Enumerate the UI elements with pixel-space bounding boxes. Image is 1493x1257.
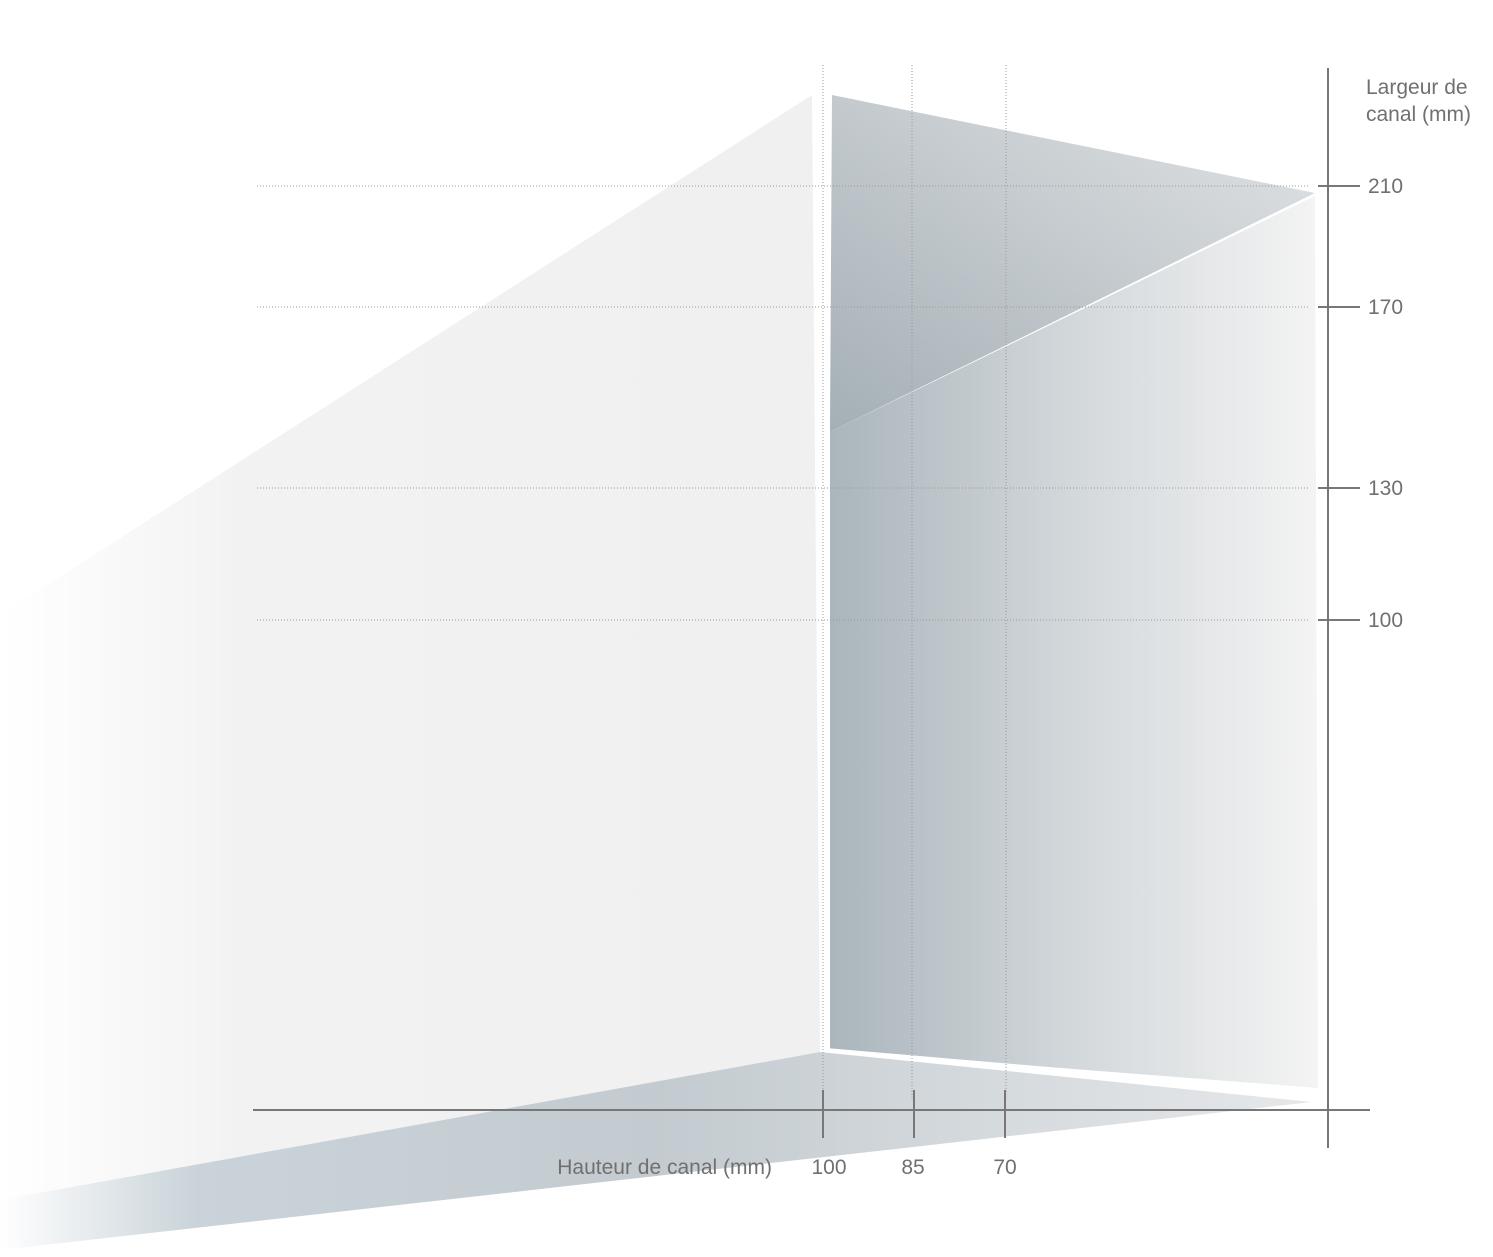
- back-top-face: [830, 95, 1315, 432]
- bottom-face: [0, 1052, 1312, 1250]
- inner-face: [830, 196, 1318, 1088]
- y-tick-label: 130: [1368, 477, 1403, 500]
- y-tick-label: 100: [1368, 609, 1403, 632]
- left-face: [0, 95, 820, 1200]
- labels: Largeur de canal (mm) 210 170 130 100 Ha…: [557, 76, 1471, 1179]
- x-tick-label: 70: [993, 1156, 1016, 1179]
- axes: [253, 68, 1370, 1148]
- y-axis-title: Largeur de: [1366, 76, 1468, 99]
- x-axis-title: Hauteur de canal (mm): [557, 1156, 772, 1179]
- x-tick-label: 100: [811, 1156, 846, 1179]
- y-axis-title: canal (mm): [1366, 103, 1471, 126]
- y-tick-label: 210: [1368, 175, 1403, 198]
- x-tick-label: 85: [901, 1156, 924, 1179]
- duct: [0, 95, 1318, 1250]
- y-tick-label: 170: [1368, 296, 1403, 319]
- edge-highlight: [824, 95, 1317, 1094]
